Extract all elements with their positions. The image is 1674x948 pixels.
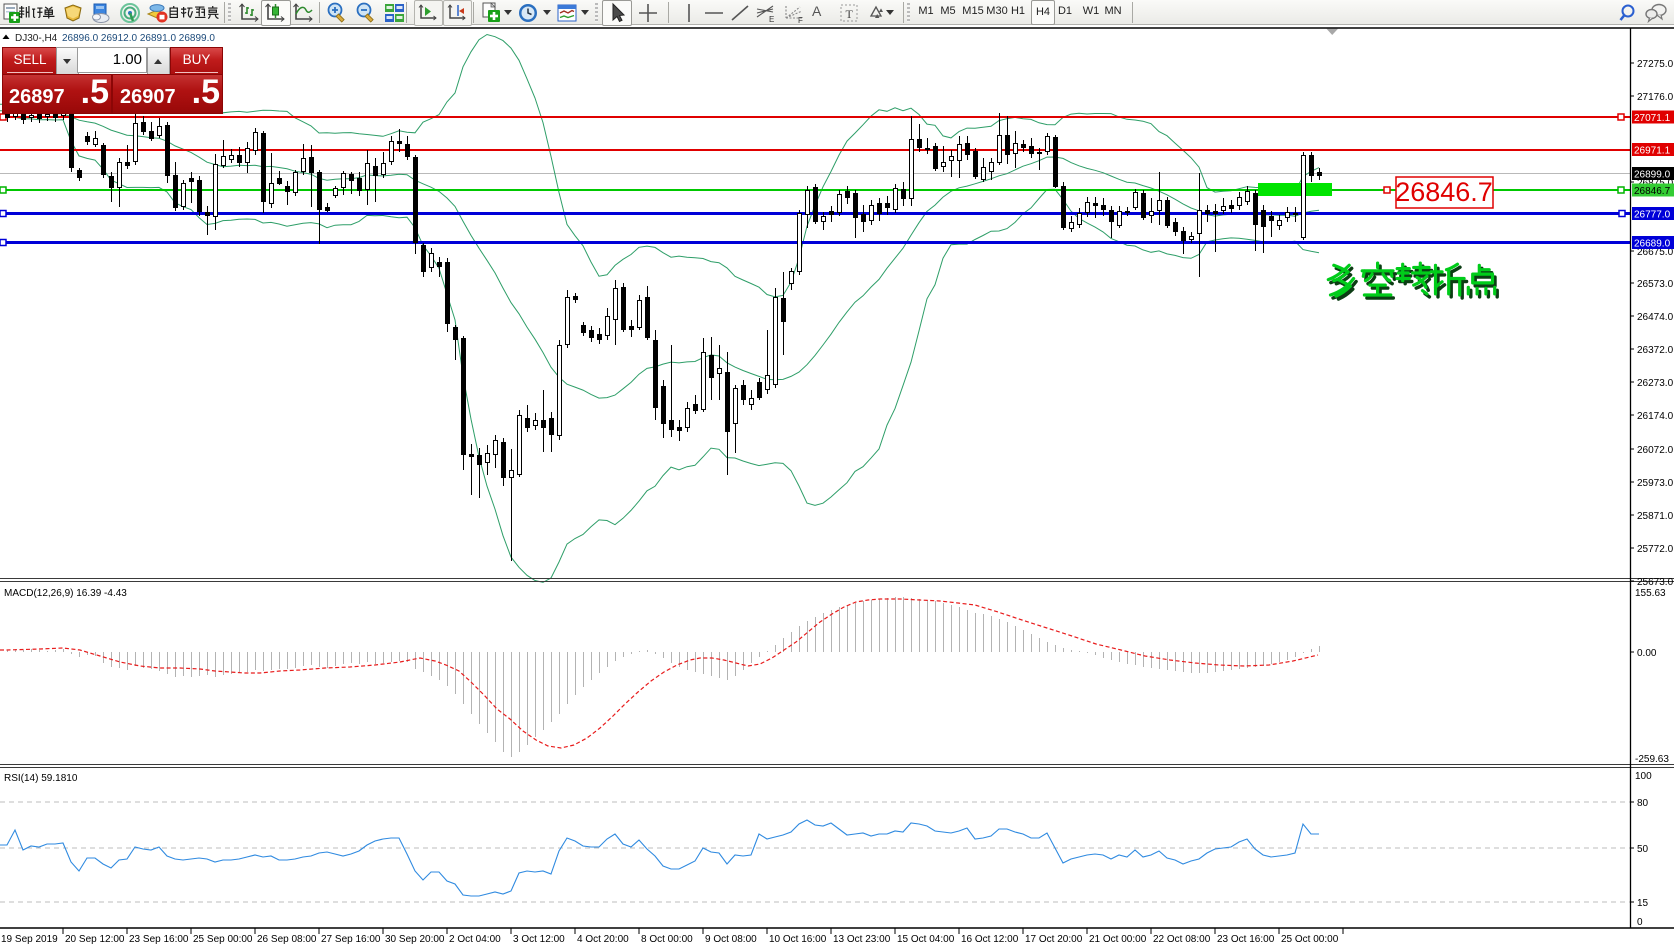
- svg-text:19 Sep 2019: 19 Sep 2019: [1, 934, 58, 945]
- svg-text:26899.0: 26899.0: [1634, 170, 1671, 181]
- svg-text:27176.0: 27176.0: [1637, 92, 1674, 103]
- svg-text:26846.7: 26846.7: [1395, 177, 1493, 207]
- svg-text:100: 100: [1635, 771, 1652, 782]
- svg-text:15 Oct 04:00: 15 Oct 04:00: [897, 934, 955, 945]
- svg-text:27 Sep 16:00: 27 Sep 16:00: [321, 934, 381, 945]
- svg-text:T: T: [846, 7, 854, 21]
- svg-text:26675.0: 26675.0: [1637, 247, 1674, 258]
- svg-text:23 Sep 16:00: 23 Sep 16:00: [129, 934, 189, 945]
- svg-text:4 Oct 20:00: 4 Oct 20:00: [577, 934, 629, 945]
- svg-text:26072.0: 26072.0: [1637, 445, 1674, 456]
- svg-text:17 Oct 20:00: 17 Oct 20:00: [1025, 934, 1083, 945]
- svg-text:16 Oct 12:00: 16 Oct 12:00: [961, 934, 1019, 945]
- svg-text:2 Oct 04:00: 2 Oct 04:00: [449, 934, 501, 945]
- svg-text:25772.0: 25772.0: [1637, 544, 1674, 555]
- svg-text:10 Oct 16:00: 10 Oct 16:00: [769, 934, 827, 945]
- svg-text:MACD(12,26,9) 16.39 -4.43: MACD(12,26,9) 16.39 -4.43: [4, 588, 127, 599]
- svg-text:26372.0: 26372.0: [1637, 345, 1674, 356]
- svg-text:25973.0: 25973.0: [1637, 478, 1674, 489]
- svg-text:8 Oct 00:00: 8 Oct 00:00: [641, 934, 693, 945]
- svg-text:26896.0 26912.0 26891.0 26899.: 26896.0 26912.0 26891.0 26899.0: [62, 33, 215, 44]
- svg-text:F: F: [798, 16, 803, 24]
- svg-text:26573.0: 26573.0: [1637, 279, 1674, 290]
- svg-text:30 Sep 20:00: 30 Sep 20:00: [385, 934, 445, 945]
- svg-text:23 Oct 16:00: 23 Oct 16:00: [1217, 934, 1275, 945]
- svg-text:25673.0: 25673.0: [1637, 577, 1674, 588]
- svg-text:25 Oct 00:00: 25 Oct 00:00: [1281, 934, 1339, 945]
- svg-text:25 Sep 00:00: 25 Sep 00:00: [193, 934, 253, 945]
- svg-text:3 Oct 12:00: 3 Oct 12:00: [513, 934, 565, 945]
- svg-text:80: 80: [1637, 798, 1649, 809]
- svg-text:27275.0: 27275.0: [1637, 59, 1674, 70]
- svg-text:15: 15: [1637, 898, 1649, 909]
- svg-text:26474.0: 26474.0: [1637, 312, 1674, 323]
- svg-text:13 Oct 23:00: 13 Oct 23:00: [833, 934, 891, 945]
- svg-text:-259.63: -259.63: [1635, 754, 1669, 765]
- svg-text:26689.0: 26689.0: [1634, 239, 1671, 250]
- svg-text:26777.0: 26777.0: [1634, 210, 1671, 221]
- svg-text:9 Oct 08:00: 9 Oct 08:00: [705, 934, 757, 945]
- svg-text:22 Oct 08:00: 22 Oct 08:00: [1153, 934, 1211, 945]
- svg-text:0.00: 0.00: [1637, 648, 1657, 659]
- svg-text:26 Sep 08:00: 26 Sep 08:00: [257, 934, 317, 945]
- svg-text:DJ30-,H4: DJ30-,H4: [15, 33, 58, 44]
- svg-text:26273.0: 26273.0: [1637, 378, 1674, 389]
- svg-text:26174.0: 26174.0: [1637, 411, 1674, 422]
- svg-text:RSI(14) 59.1810: RSI(14) 59.1810: [4, 773, 78, 784]
- svg-text:21 Oct 00:00: 21 Oct 00:00: [1089, 934, 1147, 945]
- svg-text:E: E: [769, 15, 774, 24]
- svg-text:155.63: 155.63: [1635, 588, 1666, 599]
- svg-text:20 Sep 12:00: 20 Sep 12:00: [65, 934, 125, 945]
- svg-text:27071.1: 27071.1: [1634, 113, 1671, 124]
- svg-text:25871.0: 25871.0: [1637, 511, 1674, 522]
- svg-text:50: 50: [1637, 844, 1649, 855]
- svg-text:0: 0: [1637, 917, 1643, 928]
- svg-text:26971.1: 26971.1: [1634, 146, 1671, 157]
- svg-text:26846.7: 26846.7: [1634, 186, 1671, 197]
